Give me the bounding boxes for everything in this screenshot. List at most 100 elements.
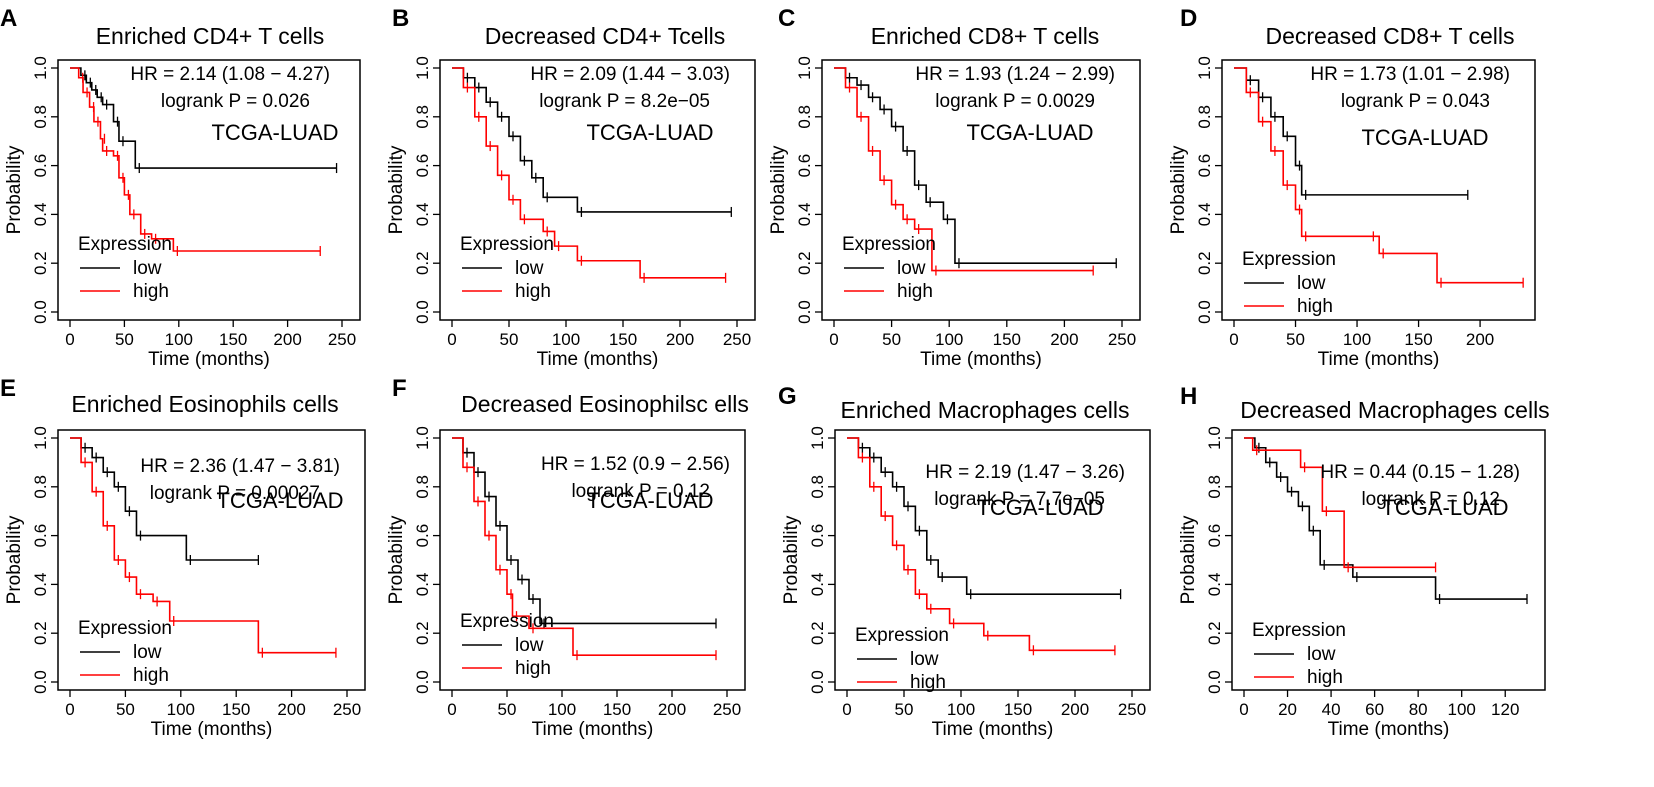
legend-item-high: high	[515, 658, 551, 679]
x-tick-label: 100	[167, 700, 195, 719]
cohort-label: TCGA-LUAD	[1381, 495, 1508, 520]
y-tick-label: 0.4	[795, 203, 814, 227]
y-tick-label: 0.0	[413, 300, 432, 324]
logrank-p: logrank P = 0.12	[571, 481, 710, 502]
x-tick-label: 40	[1322, 700, 1341, 719]
y-axis-label: Probability	[1168, 145, 1189, 234]
y-tick-label: 0.8	[1205, 475, 1224, 499]
x-tick-label: 200	[666, 330, 694, 349]
hazard-ratio: HR = 1.52 (0.9 − 2.56)	[541, 454, 730, 475]
legend-title: Expression	[78, 234, 172, 255]
x-tick-label: 100	[1343, 330, 1371, 349]
x-tick-label: 250	[328, 330, 356, 349]
legend-title: Expression	[1242, 249, 1336, 270]
logrank-p: logrank P = 7.7e−05	[934, 489, 1105, 510]
plot-frame	[1231, 429, 1546, 691]
plot-frame	[439, 429, 746, 691]
plot-frame	[57, 59, 361, 321]
x-tick-label: 0	[447, 330, 456, 349]
logrank-p: logrank P = 8.2e−05	[539, 91, 710, 112]
logrank-p: logrank P = 0.043	[1341, 91, 1490, 112]
y-tick-label: 0.4	[31, 203, 50, 227]
legend-item-low: low	[910, 649, 939, 670]
x-tick-label: 200	[273, 330, 301, 349]
cohort-label: TCGA-LUAD	[966, 120, 1093, 145]
y-tick-label: 0.6	[31, 154, 50, 178]
x-tick-label: 100	[935, 330, 963, 349]
x-tick-label: 50	[498, 700, 517, 719]
panel-label: G	[778, 383, 797, 410]
y-tick-label: 0.8	[795, 105, 814, 129]
y-tick-label: 0.6	[31, 524, 50, 548]
y-tick-label: 0.2	[795, 251, 814, 275]
panel-d: D Decreased CD8+ T cells 0.0 0.2 0.4 0.6 0.8 1.…	[1168, 5, 1536, 370]
panel-title: Decreased CD4+ Tcells	[485, 23, 726, 49]
x-tick-label: 150	[222, 700, 250, 719]
panel-label: E	[0, 375, 16, 402]
y-tick-label: 0.8	[808, 475, 827, 499]
x-axis-label: Time (months)	[920, 349, 1042, 370]
y-tick-label: 0.0	[31, 670, 50, 694]
y-tick-label: 0.2	[31, 621, 50, 645]
y-tick-label: 1.0	[31, 56, 50, 80]
x-tick-label: 0	[842, 700, 851, 719]
km-curve-low	[847, 437, 1121, 595]
x-tick-label: 120	[1491, 700, 1519, 719]
plot-frame	[57, 429, 366, 691]
y-tick-label: 0.4	[31, 573, 50, 597]
y-axis-label: Probability	[386, 515, 407, 604]
x-tick-label: 250	[333, 700, 361, 719]
x-tick-label: 50	[882, 330, 901, 349]
y-axis-label: Probability	[1178, 515, 1199, 604]
x-tick-label: 250	[1108, 330, 1136, 349]
x-axis-label: Time (months)	[537, 349, 659, 370]
y-tick-label: 0.8	[1195, 105, 1214, 129]
panel-h: H Decreased Macrophages cells 0.0 0.2 0.4 0.6…	[1178, 383, 1550, 740]
legend-title: Expression	[1252, 620, 1346, 641]
legend-item-low: low	[1297, 273, 1326, 294]
legend-item-high: high	[1307, 667, 1343, 688]
x-tick-label: 50	[1286, 330, 1305, 349]
x-tick-label: 50	[115, 330, 134, 349]
panel-title: Decreased Macrophages cells	[1240, 397, 1549, 423]
hazard-ratio: HR = 1.93 (1.24 − 2.99)	[915, 64, 1115, 85]
y-tick-label: 0.4	[808, 573, 827, 597]
panel-e: E Enriched Eosinophils cells 0.0 0.2 0.4 0.6 0…	[0, 375, 366, 740]
plot-frame	[439, 59, 756, 321]
y-tick-label: 0.6	[413, 154, 432, 178]
km-curve-high	[847, 437, 1115, 652]
x-axis-label: Time (months)	[151, 719, 273, 740]
panel-title: Enriched CD4+ T cells	[96, 23, 325, 49]
x-tick-label: 0	[1229, 330, 1238, 349]
legend-title: Expression	[842, 234, 936, 255]
x-tick-label: 50	[895, 700, 914, 719]
logrank-p: logrank P = 0.00027	[150, 483, 320, 504]
y-tick-label: 0.6	[1205, 524, 1224, 548]
y-tick-label: 1.0	[795, 56, 814, 80]
y-axis-label: Probability	[4, 145, 25, 234]
panel-title: Decreased CD8+ T cells	[1265, 23, 1514, 49]
y-tick-label: 0.6	[413, 524, 432, 548]
legend-item-low: low	[515, 258, 544, 279]
km-curve-high	[834, 67, 1094, 272]
panel-label: H	[1180, 383, 1197, 410]
x-tick-label: 100	[1448, 700, 1476, 719]
panel-label: D	[1180, 5, 1197, 32]
y-tick-label: 0.6	[795, 154, 814, 178]
panel-c: C Enriched CD8+ T cells 0.0 0.2 0.4 0.6 0.8 1.0…	[768, 5, 1141, 370]
legend-title: Expression	[460, 611, 554, 632]
x-tick-label: 150	[1004, 700, 1032, 719]
hazard-ratio: HR = 2.36 (1.47 − 3.81)	[140, 456, 340, 477]
y-tick-label: 1.0	[413, 56, 432, 80]
km-curve-high	[452, 67, 726, 279]
x-axis-label: Time (months)	[1328, 719, 1450, 740]
km-curve-high	[452, 437, 716, 656]
y-tick-label: 0.8	[413, 105, 432, 129]
legend-item-high: high	[1297, 296, 1333, 317]
x-tick-label: 250	[1118, 700, 1146, 719]
legend-item-high: high	[515, 281, 551, 302]
x-tick-label: 250	[723, 330, 751, 349]
km-curve-low	[70, 437, 259, 561]
legend-item-low: low	[897, 258, 926, 279]
legend-item-low: low	[133, 642, 162, 663]
